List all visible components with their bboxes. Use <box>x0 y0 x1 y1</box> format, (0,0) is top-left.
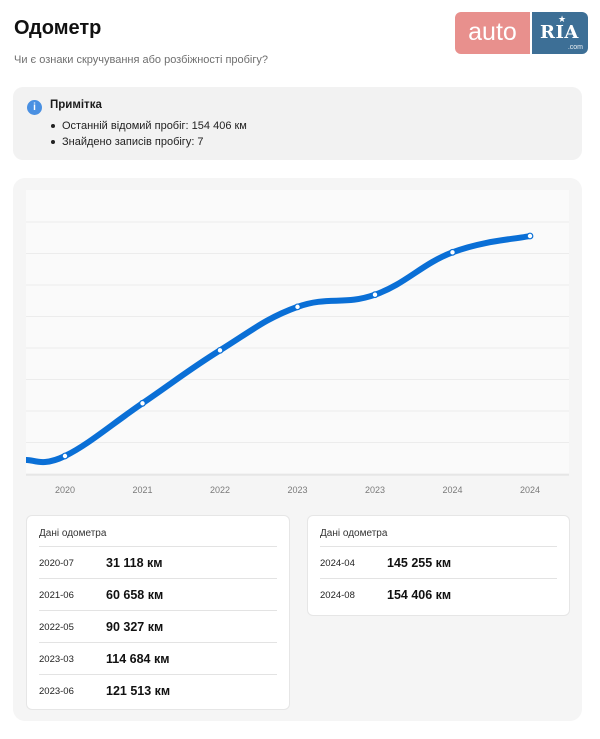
table-row: 2022-05 90 327 км <box>39 610 277 642</box>
note-item-last-mileage: Останній відомий пробіг: 154 406 км <box>50 118 247 134</box>
row-date: 2024-08 <box>320 590 355 601</box>
row-mileage: 60 658 км <box>106 588 164 602</box>
mileage-data-point <box>371 291 379 299</box>
x-tick-label: 2023 <box>287 485 307 495</box>
star-icon: ★ <box>558 14 567 24</box>
odometer-chart: 2020 2021 2022 2023 2023 2024 2024 <box>26 190 569 495</box>
table-row: 2024-04 145 255 км <box>320 546 557 578</box>
logo-ria-part: ★ RIA .com <box>532 12 588 54</box>
table-row: 2021-06 60 658 км <box>39 578 277 610</box>
row-date: 2023-03 <box>39 654 74 665</box>
row-mileage: 31 118 км <box>106 556 163 570</box>
x-tick-label: 2024 <box>442 485 462 495</box>
row-date: 2021-06 <box>39 590 74 601</box>
odometer-panel: 2020 2021 2022 2023 2023 2024 2024 Дані одомет… <box>13 178 582 721</box>
logo-auto-part: auto <box>455 12 530 54</box>
mileage-data-point <box>139 399 146 407</box>
mileage-data-point <box>216 346 224 354</box>
x-tick-label: 2020 <box>55 485 75 495</box>
row-date: 2020-07 <box>39 558 74 569</box>
row-mileage: 145 255 км <box>387 556 452 570</box>
note-item-records-count: Знайдено записів пробігу: 7 <box>50 134 247 150</box>
table-row: 2020-07 31 118 км <box>39 546 277 578</box>
autoria-logo[interactable]: auto ★ RIA .com <box>455 12 588 54</box>
mileage-data-point <box>526 232 534 240</box>
table-row: 2023-06 121 513 км <box>39 674 277 706</box>
odometer-chart-svg: 2020 2021 2022 2023 2023 2024 2024 <box>26 221 569 495</box>
mileage-data-point <box>61 452 69 460</box>
mileage-data-point <box>449 248 456 256</box>
x-tick-label: 2024 <box>520 485 540 495</box>
x-tick-label: 2021 <box>132 485 152 495</box>
row-date: 2023-06 <box>39 686 74 697</box>
x-tick-label: 2022 <box>210 485 230 495</box>
odometer-table-2: Дані одометра 2024-04 145 255 км 2024-08… <box>307 515 570 616</box>
table-row: 2024-08 154 406 км <box>320 578 557 610</box>
table-row: 2023-03 114 684 км <box>39 642 277 674</box>
row-mileage: 121 513 км <box>106 684 171 698</box>
row-mileage: 154 406 км <box>387 588 452 602</box>
table-header: Дані одометра <box>320 528 388 539</box>
odometer-table-1: Дані одометра 2020-07 31 118 км 2021-06 … <box>26 515 290 710</box>
page-subtitle: Чи є ознаки скручування або розбіжності … <box>14 54 269 66</box>
page-title: Одометр <box>14 17 102 39</box>
row-date: 2024-04 <box>320 558 355 569</box>
mileage-data-point <box>294 303 301 311</box>
table-rows: 2024-04 145 255 км 2024-08 154 406 км <box>320 546 557 610</box>
logo-ria-suffix: .com <box>567 44 583 51</box>
note-box: i Примітка Останній відомий пробіг: 154 … <box>13 87 582 160</box>
logo-ria-text: RIA <box>540 22 579 43</box>
table-header: Дані одометра <box>39 528 107 539</box>
info-icon: i <box>27 100 42 115</box>
note-list: Останній відомий пробіг: 154 406 км Знай… <box>50 118 247 150</box>
note-title: Примітка <box>50 99 102 111</box>
mileage-series-line <box>26 233 533 466</box>
row-mileage: 90 327 км <box>106 620 164 634</box>
row-mileage: 114 684 км <box>106 652 170 666</box>
table-rows: 2020-07 31 118 км 2021-06 60 658 км 2022… <box>39 546 277 706</box>
x-tick-label: 2023 <box>365 485 385 495</box>
row-date: 2022-05 <box>39 622 74 633</box>
